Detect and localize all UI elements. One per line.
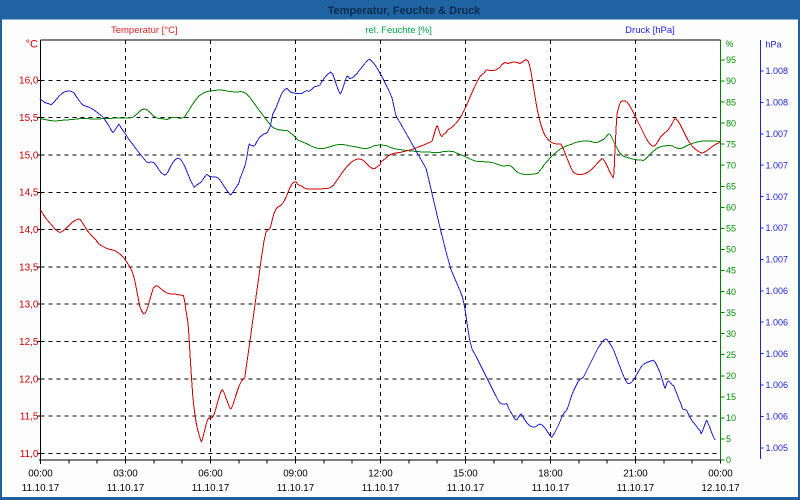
svg-text:09:00: 09:00	[283, 468, 308, 479]
svg-text:1.006: 1.006	[766, 286, 789, 296]
svg-text:21:00: 21:00	[623, 468, 648, 479]
svg-text:30: 30	[726, 329, 736, 339]
svg-text:%: %	[726, 39, 734, 49]
svg-text:12,0: 12,0	[19, 374, 39, 385]
svg-text:18:00: 18:00	[538, 468, 563, 479]
svg-text:1.006: 1.006	[766, 380, 789, 390]
svg-text:11.10.17: 11.10.17	[532, 483, 569, 494]
svg-text:20: 20	[726, 371, 736, 381]
svg-text:15: 15	[726, 392, 736, 402]
svg-text:14,5: 14,5	[19, 188, 39, 199]
svg-text:12:00: 12:00	[368, 468, 393, 479]
svg-text:1.007: 1.007	[766, 129, 789, 139]
svg-text:95: 95	[726, 55, 736, 65]
svg-text:1.006: 1.006	[766, 349, 789, 359]
svg-text:45: 45	[726, 266, 736, 276]
svg-text:13,0: 13,0	[19, 300, 39, 311]
svg-text:15,5: 15,5	[19, 113, 39, 124]
svg-text:1.007: 1.007	[766, 192, 789, 202]
svg-text:1.006: 1.006	[766, 412, 789, 422]
svg-text:12,5: 12,5	[19, 337, 39, 348]
svg-text:80: 80	[726, 118, 736, 128]
svg-text:70: 70	[726, 160, 736, 170]
svg-text:1.006: 1.006	[766, 317, 789, 327]
svg-text:11,0: 11,0	[20, 449, 39, 460]
svg-text:06:00: 06:00	[198, 468, 223, 479]
svg-text:0: 0	[726, 455, 731, 465]
svg-text:00:00: 00:00	[708, 468, 733, 479]
svg-text:65: 65	[726, 182, 736, 192]
svg-text:1.008: 1.008	[766, 66, 789, 76]
svg-text:1.008: 1.008	[766, 98, 789, 108]
svg-text:11.10.17: 11.10.17	[447, 483, 484, 494]
svg-text:1.007: 1.007	[766, 255, 789, 265]
svg-text:°C: °C	[26, 39, 38, 51]
svg-text:1.007: 1.007	[766, 223, 789, 233]
svg-text:14,0: 14,0	[19, 225, 39, 236]
svg-text:75: 75	[726, 139, 736, 149]
svg-text:55: 55	[726, 224, 736, 234]
svg-text:13,5: 13,5	[19, 262, 39, 273]
svg-text:10: 10	[726, 413, 736, 423]
svg-text:40: 40	[726, 287, 736, 297]
svg-text:11,5: 11,5	[20, 412, 39, 423]
svg-text:11.10.17: 11.10.17	[277, 483, 314, 494]
svg-text:11.10.17: 11.10.17	[192, 483, 229, 494]
svg-text:Temperatur, Feuchte & Druck: Temperatur, Feuchte & Druck	[328, 5, 481, 17]
svg-text:11.10.17: 11.10.17	[107, 483, 144, 494]
svg-text:50: 50	[726, 245, 736, 255]
svg-text:1.007: 1.007	[766, 160, 789, 170]
svg-text:11.10.17: 11.10.17	[362, 483, 399, 494]
svg-text:90: 90	[726, 76, 736, 86]
svg-text:5: 5	[726, 434, 731, 444]
svg-text:35: 35	[726, 308, 736, 318]
svg-text:Temperatur [°C]: Temperatur [°C]	[111, 25, 178, 36]
svg-text:25: 25	[726, 350, 736, 360]
svg-text:rel. Feuchte [%]: rel. Feuchte [%]	[365, 25, 432, 36]
svg-text:11.10.17: 11.10.17	[617, 483, 654, 494]
svg-text:60: 60	[726, 203, 736, 213]
svg-text:11.10.17: 11.10.17	[22, 483, 59, 494]
svg-text:12.10.17: 12.10.17	[701, 483, 739, 494]
svg-text:Druck [hPa]: Druck [hPa]	[625, 25, 675, 36]
svg-text:hPa: hPa	[766, 40, 782, 50]
svg-text:03:00: 03:00	[113, 468, 138, 479]
svg-text:85: 85	[726, 97, 736, 107]
svg-text:16,0: 16,0	[19, 76, 39, 87]
svg-text:00:00: 00:00	[28, 468, 53, 479]
svg-text:1.005: 1.005	[766, 443, 789, 453]
svg-text:15:00: 15:00	[453, 468, 478, 479]
svg-text:15,0: 15,0	[19, 150, 39, 161]
